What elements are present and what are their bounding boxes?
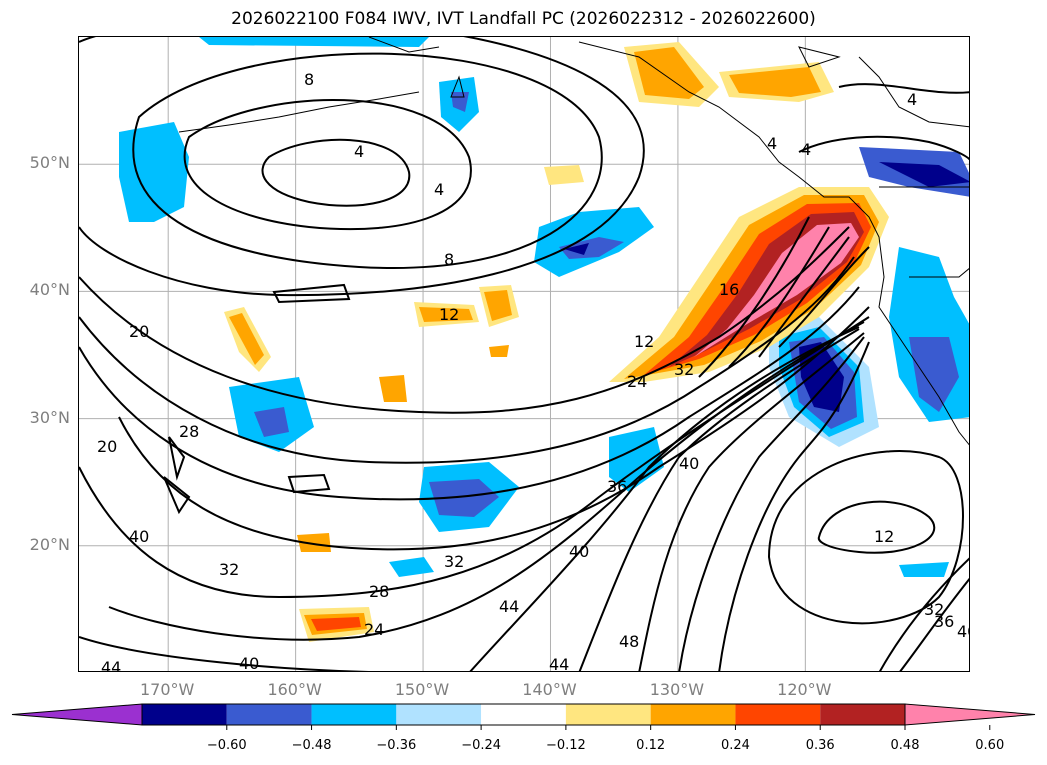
contour-label: 40	[957, 622, 970, 641]
contour-label: 4	[354, 142, 364, 161]
contour-label: 16	[719, 280, 739, 299]
colorbar-tick-label: 0.60	[975, 738, 1005, 753]
map-canvas: 8481220282040322824324036404448444044121…	[79, 37, 970, 672]
contour-label: 4	[907, 90, 917, 109]
colorbar	[11, 703, 1036, 730]
contour-label: 4	[434, 180, 444, 199]
colorbar-segment	[735, 704, 821, 725]
contour-label: 24	[627, 372, 647, 391]
coastlines	[178, 37, 969, 446]
contour-labels: 8481220282040322824324036404448444044121…	[97, 70, 970, 672]
contour-label: 12	[634, 332, 654, 351]
contour-label: 12	[874, 527, 894, 546]
contour-label: 20	[97, 437, 117, 456]
contour-label: 44	[499, 597, 519, 616]
contour-label: 28	[369, 582, 389, 601]
colorbar-segment	[565, 704, 651, 725]
colorbar-segment	[311, 704, 397, 725]
map-title: 2026022100 F084 IWV, IVT Landfall PC (20…	[231, 9, 816, 29]
latitude-label: 30°N	[29, 407, 70, 427]
latitude-label: 20°N	[29, 534, 70, 554]
contour-label: 8	[444, 250, 454, 269]
colorbar-extend-max	[904, 703, 1036, 726]
colorbar-tick-label: 0.12	[636, 738, 666, 753]
colorbar-segment	[650, 704, 736, 725]
colorbar-tick-label: −0.60	[206, 738, 247, 753]
contour-label: 32	[444, 552, 464, 571]
longitude-label: 120°W	[777, 680, 832, 699]
contour-label: 48	[619, 632, 639, 651]
contour-label: 44	[549, 655, 569, 672]
positive-anomaly-fields	[224, 42, 889, 642]
contour-label: 28	[179, 422, 199, 441]
colorbar-tick-label: −0.36	[376, 738, 417, 753]
longitude-label: 150°W	[394, 680, 450, 699]
colorbar-segment	[481, 704, 566, 725]
colorbar-tick-label: −0.48	[291, 738, 332, 753]
longitude-label: 160°W	[267, 680, 322, 699]
contour-label: 32	[674, 360, 694, 379]
contour-label: 32	[924, 600, 944, 619]
contour-label: 40	[569, 542, 589, 561]
colorbar-extend-min	[11, 703, 143, 726]
colorbar-segment	[226, 704, 312, 725]
longitude-label: 170°W	[140, 680, 195, 699]
contour-label: 36	[934, 612, 954, 631]
contour-label: 44	[101, 658, 121, 672]
longitude-label: 140°W	[522, 680, 577, 699]
contour-label: 36	[607, 477, 627, 496]
contour-label: 24	[364, 620, 384, 639]
colorbar-segments	[11, 703, 1036, 730]
contour-label: 4	[801, 140, 811, 159]
colorbar-tick-label: −0.24	[461, 738, 502, 753]
longitude-label: 130°W	[649, 680, 705, 699]
colorbar-tick-label: 0.36	[805, 738, 835, 753]
contour-label: 40	[679, 454, 699, 473]
colorbar-segment	[820, 704, 905, 725]
contour-label: 40	[239, 654, 259, 672]
contour-label: 12	[439, 305, 459, 324]
colorbar-segment	[142, 704, 227, 725]
colorbar-tick-label: 0.24	[720, 738, 750, 753]
latitude-label: 40°N	[29, 280, 70, 300]
colorbar-tick-label: 0.48	[890, 738, 920, 753]
map-panel: 8 4 8 12 20 28 20 40 32 28 24 32 40 36 40 44 48 44 40 44 12 1…	[78, 36, 970, 672]
colorbar-frame	[141, 703, 906, 726]
contour-label: 32	[219, 560, 239, 579]
iwv-contours	[79, 37, 969, 671]
contour-label: 4	[767, 134, 777, 153]
latitude-label: 50°N	[29, 153, 70, 173]
contour-label: 8	[304, 70, 314, 89]
colorbar-segment	[396, 704, 482, 725]
contour-label: 20	[129, 322, 149, 341]
colorbar-tick-label: −0.12	[545, 738, 586, 753]
contour-label: 40	[129, 527, 149, 546]
